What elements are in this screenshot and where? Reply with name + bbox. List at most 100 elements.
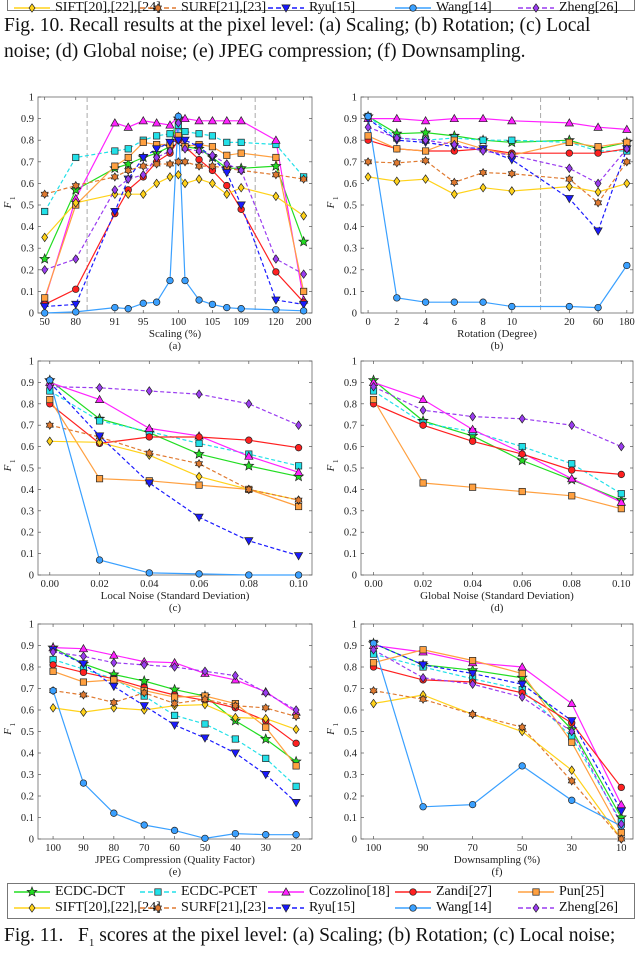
marker-ecdc-pcet xyxy=(111,147,119,155)
marker-pun-25 xyxy=(272,153,280,162)
y-tick-label: 0.2 xyxy=(344,528,357,539)
marker-ecdc-pcet xyxy=(262,754,270,762)
marker-ecdc-dct xyxy=(260,733,272,744)
marker-cozzolino-18 xyxy=(420,115,431,125)
marker-zheng-26 xyxy=(469,411,477,422)
marker-ryu-15 xyxy=(222,169,232,178)
marker-pun-25 xyxy=(518,669,526,678)
series-line-cozzolino-18 xyxy=(373,381,622,503)
marker-zandi-27 xyxy=(145,433,153,441)
marker-cozzolino-18 xyxy=(144,423,155,432)
marker-zheng-26 xyxy=(237,165,245,176)
subfigure-label: (c) xyxy=(169,602,182,614)
y-tick-label: 0.5 xyxy=(344,201,357,212)
marker-surf-21-23 xyxy=(152,159,161,169)
marker-zheng-26 xyxy=(223,159,231,169)
marker-ecdc-pcet xyxy=(231,735,239,743)
y-tick-label: 0.1 xyxy=(344,813,357,824)
marker-surf-21-23 xyxy=(170,698,179,709)
marker-sift-20-22-24 xyxy=(292,724,300,735)
marker-ecdc-pcet xyxy=(124,145,132,153)
marker-wang-14 xyxy=(623,261,631,270)
marker-ecdc-pcet xyxy=(223,138,231,146)
marker-wang-14 xyxy=(195,296,203,304)
marker-ryu-15 xyxy=(39,303,50,312)
y-axis-label-sub: 1 xyxy=(9,723,17,727)
marker-ryu-15 xyxy=(298,300,309,310)
legend-label: ECDC-PCET xyxy=(181,884,258,899)
x-tick-label: 6 xyxy=(452,317,457,328)
marker-zheng-26 xyxy=(49,647,57,657)
marker-zheng-26 xyxy=(419,672,427,683)
y-axis-label-sub: 1 xyxy=(332,196,340,200)
y-axis-label-sub: 1 xyxy=(332,459,340,463)
marker-ryu-15 xyxy=(593,227,603,236)
y-tick-label: 0.4 xyxy=(21,485,35,496)
series-line-ecdc-pcet xyxy=(49,390,299,467)
marker-surf-21-23 xyxy=(419,694,428,704)
square-marker-icon xyxy=(154,888,162,896)
diamond-marker-icon xyxy=(28,3,36,13)
fig11-caption-prefix: Fig. 11. F xyxy=(4,925,89,946)
y-tick-label: 0.6 xyxy=(21,179,34,190)
series-line-zandi-27 xyxy=(373,403,622,475)
marker-zheng-26 xyxy=(195,146,203,156)
fig10-caption-line1: Fig. 10. Recall results at the pixel lev… xyxy=(4,15,591,36)
y-tick-label: 0.6 xyxy=(21,442,34,453)
marker-zheng-26 xyxy=(300,269,308,279)
marker-surf-21-23 xyxy=(450,177,459,187)
legend-item-ryu-15: Ryu[15] xyxy=(266,0,355,16)
marker-zheng-26 xyxy=(124,174,132,184)
y-tick-label: 0.6 xyxy=(344,179,357,190)
marker-sift-20-22-24 xyxy=(370,698,377,709)
series-line-zheng-26 xyxy=(373,649,622,825)
series-line-ecdc-dct xyxy=(373,642,622,818)
y-tick-label: 0.7 xyxy=(344,684,357,695)
marker-surf-21-23 xyxy=(518,722,527,732)
y-tick-label: 0.8 xyxy=(21,399,34,410)
marker-zheng-26 xyxy=(41,264,49,275)
marker-sift-20-22-24 xyxy=(623,178,631,189)
series-line-wang-14 xyxy=(372,643,622,827)
marker-zheng-26 xyxy=(479,146,487,156)
marker-wang-14 xyxy=(450,298,458,306)
marker-zheng-26 xyxy=(46,381,54,392)
marker-zandi-27 xyxy=(79,668,88,677)
y-axis-label-main: F xyxy=(2,201,14,209)
marker-zandi-27 xyxy=(419,421,427,429)
marker-wang-14 xyxy=(166,276,174,285)
x-tick-label: 0.04 xyxy=(463,579,482,590)
series-line-sift-20-22-24 xyxy=(373,694,622,840)
x-tick-label: 90 xyxy=(78,843,89,854)
marker-ecdc-pcet xyxy=(208,132,216,140)
marker-cozzolino-18 xyxy=(165,120,175,129)
marker-cozzolino-18 xyxy=(593,122,603,131)
series-line-pun-25 xyxy=(372,399,622,510)
marker-cozzolino-18 xyxy=(271,135,281,144)
legend-swatch xyxy=(268,4,304,13)
marker-ecdc-pcet xyxy=(617,490,625,498)
marker-zheng-26 xyxy=(419,405,427,416)
y-tick-label: 0.5 xyxy=(21,201,34,212)
marker-wang-14 xyxy=(145,569,153,577)
marker-ecdc-pcet xyxy=(237,138,245,146)
marker-pun-25 xyxy=(393,145,401,153)
marker-zheng-26 xyxy=(370,644,377,655)
marker-pun-25 xyxy=(41,294,49,302)
marker-wang-14 xyxy=(565,302,573,311)
x-tick-label: 40 xyxy=(230,843,241,854)
marker-wang-14 xyxy=(195,570,203,578)
triangle-down-marker-icon xyxy=(281,4,291,13)
marker-surf-21-23 xyxy=(45,420,54,430)
y-tick-label: 0.3 xyxy=(21,244,34,255)
marker-zheng-26 xyxy=(195,389,203,399)
marker-pun-25 xyxy=(49,667,57,675)
marker-cozzolino-18 xyxy=(293,467,304,476)
x-tick-label: 0.08 xyxy=(240,579,258,590)
marker-wang-14 xyxy=(208,300,217,309)
series-line-pun-25 xyxy=(49,399,299,508)
marker-ecdc-dct xyxy=(419,126,432,138)
marker-ryu-15 xyxy=(567,717,577,726)
x-axis-label: Downsampling (%) xyxy=(454,854,541,866)
marker-pun-25 xyxy=(124,153,132,162)
